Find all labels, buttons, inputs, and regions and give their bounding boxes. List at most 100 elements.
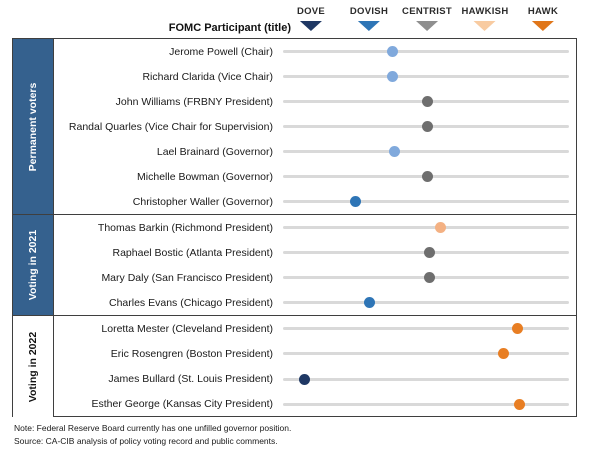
participant-row: John Williams (FRBNY President) <box>54 89 576 114</box>
participant-row: Loretta Mester (Cleveland President) <box>54 316 576 341</box>
stance-track <box>278 341 576 366</box>
stance-dot-centrist <box>421 121 433 132</box>
stance-track-line <box>283 226 569 229</box>
stance-track-line <box>283 327 569 331</box>
stance-track-line <box>283 352 569 356</box>
scale-item-dove: DOVE <box>297 6 325 31</box>
participant-label: Mary Daly (San Francisco President) <box>101 271 273 284</box>
stance-track <box>278 290 576 315</box>
note-line: Note: Federal Reserve Board currently ha… <box>14 423 292 433</box>
participant-label: Loretta Mester (Cleveland President) <box>101 322 273 335</box>
participant-row: Thomas Barkin (Richmond President) <box>54 215 576 240</box>
participant-row: Charles Evans (Chicago President) <box>54 290 576 315</box>
participant-row: Lael Brainard (Governor) <box>54 139 576 164</box>
scale-label: HAWKISH <box>461 6 509 17</box>
participant-label: Richard Clarida (Vice Chair) <box>142 70 273 83</box>
participant-row: Randal Quarles (Vice Chair for Supervisi… <box>54 114 576 139</box>
stance-track <box>278 367 576 392</box>
stance-track <box>278 139 576 164</box>
stance-track-line <box>283 402 569 406</box>
participant-row: Jerome Powell (Chair) <box>54 39 576 64</box>
scale-label: DOVISH <box>349 6 389 17</box>
stance-track <box>278 240 576 265</box>
stance-track-line <box>283 150 569 153</box>
participant-label: Charles Evans (Chicago President) <box>109 296 273 309</box>
stance-dot-hawk <box>511 323 523 335</box>
stance-track-line <box>283 301 569 304</box>
participant-label: Jerome Powell (Chair) <box>169 45 273 58</box>
stance-dot-dovish-light <box>389 146 401 157</box>
participant-rows: Loretta Mester (Cleveland President) Eric… <box>54 316 576 417</box>
stance-dot-centrist <box>423 272 435 283</box>
stance-track <box>278 114 576 139</box>
participant-rows: Jerome Powell (Chair) Richard Clarida (Vi… <box>54 39 576 214</box>
stance-track <box>278 189 576 214</box>
stance-track-line <box>283 50 569 53</box>
participant-label: Christopher Waller (Governor) <box>132 195 273 208</box>
participant-row: Raphael Bostic (Atlanta President) <box>54 240 576 265</box>
participant-row: Esther George (Kansas City President) <box>54 392 576 417</box>
stance-dot-dovish <box>349 196 361 207</box>
scale-label: CENTRIST <box>402 6 452 17</box>
stance-track-line <box>283 75 569 78</box>
stance-track <box>278 89 576 114</box>
participant-label: Randal Quarles (Vice Chair for Supervisi… <box>68 120 273 133</box>
participant-label: Thomas Barkin (Richmond President) <box>97 221 273 234</box>
stance-track-line <box>283 200 569 203</box>
stance-dot-centrist <box>423 247 435 258</box>
section-header-cell: Voting in 2022 <box>13 316 54 417</box>
stance-dot-dovish-light <box>386 46 398 57</box>
stance-dot-centrist <box>421 171 433 182</box>
section-label: Permanent voters <box>27 82 39 171</box>
section-label: Voting in 2021 <box>27 229 39 301</box>
participant-row: James Bullard (St. Louis President) <box>54 367 576 392</box>
participant-row: Eric Rosengren (Boston President) <box>54 341 576 366</box>
participant-column-title: FOMC Participant (title) <box>168 22 291 34</box>
section-label: Voting in 2022 <box>27 331 39 402</box>
stance-dot-centrist <box>421 96 433 107</box>
participant-label: Lael Brainard (Governor) <box>156 145 273 158</box>
triangle-down-icon <box>300 21 322 31</box>
scale-item-centrist: CENTRIST <box>402 6 452 31</box>
scale-item-dovish: DOVISH <box>350 6 388 31</box>
triangle-down-icon <box>531 21 554 31</box>
triangle-down-icon <box>416 21 438 31</box>
triangle-down-icon <box>357 21 380 31</box>
participant-label: John Williams (FRBNY President) <box>115 95 273 108</box>
stance-track <box>278 265 576 290</box>
participant-row: Richard Clarida (Vice Chair) <box>54 64 576 89</box>
stance-dot-dovish <box>363 297 375 308</box>
participant-row: Michelle Bowman (Governor) <box>54 164 576 189</box>
section-header-cell: Voting in 2021 <box>13 215 54 315</box>
participant-label: Eric Rosengren (Boston President) <box>110 347 273 360</box>
stance-dot-dovish-light <box>386 71 398 82</box>
section-voting-in-2021: Voting in 2021 Thomas Barkin (Richmond Pr… <box>13 214 576 315</box>
scale-item-hawkish: HAWKISH <box>462 6 509 31</box>
stance-dot-hawk <box>498 348 510 360</box>
stance-track <box>278 39 576 64</box>
stance-track <box>278 215 576 240</box>
stance-track <box>278 164 576 189</box>
participant-row: Mary Daly (San Francisco President) <box>54 265 576 290</box>
participant-label: Esther George (Kansas City President) <box>91 398 274 411</box>
source-line: Source: CA-CIB analysis of policy voting… <box>14 435 278 446</box>
triangle-down-icon <box>474 21 496 31</box>
participant-label: James Bullard (St. Louis President) <box>108 373 273 386</box>
scale-label: HAWK <box>527 6 559 17</box>
stance-dot-hawkish <box>435 222 447 233</box>
section-voting-in-2022: Voting in 2022 Loretta Mester (Cleveland … <box>13 315 576 417</box>
participant-rows: Thomas Barkin (Richmond President) Raphae… <box>54 215 576 315</box>
chart-frame: Permanent voters Jerome Powell (Chair) Ric… <box>12 38 577 417</box>
stance-track <box>278 316 576 341</box>
stance-track <box>278 64 576 89</box>
section-permanent-voters: Permanent voters Jerome Powell (Chair) Ric… <box>13 39 576 214</box>
scale-label: DOVE <box>296 6 326 17</box>
stance-track-line <box>283 377 569 381</box>
participant-label: Michelle Bowman (Governor) <box>137 170 273 183</box>
scale-item-hawk: HAWK <box>528 6 558 31</box>
participant-row: Christopher Waller (Governor) <box>54 189 576 214</box>
participant-label: Raphael Bostic (Atlanta President) <box>112 246 274 259</box>
stance-dot-hawk <box>514 398 526 410</box>
footnotes: Note: Federal Reserve Board currently ha… <box>14 422 291 447</box>
